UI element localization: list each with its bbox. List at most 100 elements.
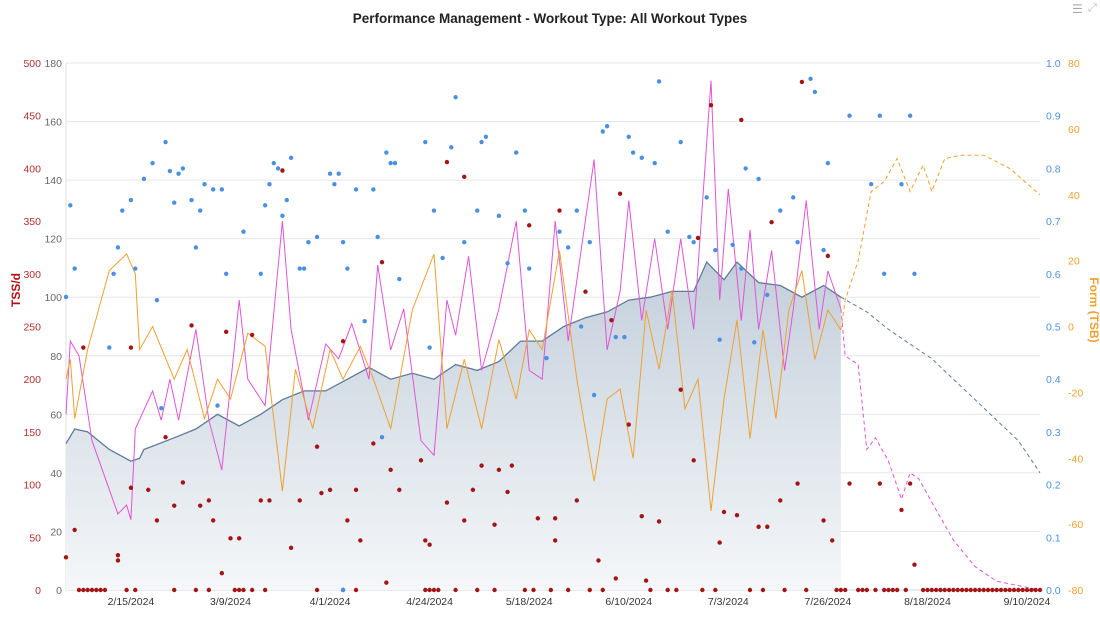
tss-d-point (873, 587, 878, 593)
tss-d-point (721, 509, 727, 515)
tss-axis-tick-label: 300 (23, 269, 41, 281)
intensity-factor-point (453, 95, 458, 100)
intensity-factor-point (752, 340, 757, 345)
hamburger-menu-icon[interactable]: ☰ (1072, 2, 1083, 16)
fitness-ctl-area (66, 262, 841, 590)
tss-d-point (799, 79, 805, 85)
intensity-factor-point (275, 166, 281, 171)
intensity-factor-point (271, 160, 276, 166)
tss-d-point (522, 587, 528, 593)
intensity-factor-point (340, 587, 346, 593)
intensity-factor-point (656, 79, 662, 84)
intensity-factor-point (899, 182, 904, 187)
intensity-factor-point (604, 124, 610, 129)
tss-axis-tick-label: 100 (23, 480, 41, 492)
axes-layer: 0501001502002503003504004505000204060801… (9, 58, 1100, 608)
fitness-axis-tick-label: 40 (50, 468, 62, 480)
intensity-axis-tick-label: 0.1 (1046, 532, 1061, 544)
tss-d-point (249, 332, 255, 338)
tss-d-point (535, 516, 541, 521)
intensity-factor-point (336, 171, 341, 176)
intensity-factor-point (210, 187, 216, 192)
intensity-axis-tick-label: 0.5 (1046, 322, 1061, 334)
intensity-factor-point (288, 155, 294, 161)
intensity-factor-point (63, 294, 69, 300)
tss-d-point (946, 587, 952, 593)
intensity-factor-point (423, 139, 428, 145)
tss-d-point (210, 518, 216, 523)
tss-d-point (371, 441, 376, 446)
tss-d-point (700, 587, 705, 593)
tss-d-point (1024, 587, 1030, 593)
intensity-factor-point (150, 160, 155, 166)
tss-d-point (695, 235, 701, 241)
intensity-factor-point (193, 245, 199, 250)
tss-d-point (81, 587, 86, 593)
intensity-factor-point (578, 324, 584, 329)
fitness-axis-tick-label: 180 (44, 58, 62, 70)
tss-d-point (384, 580, 389, 585)
x-axis-tick-label: 8/18/2024 (904, 596, 951, 608)
tss-d-point (795, 481, 800, 486)
tss-d-point (691, 458, 696, 463)
tss-d-point (531, 587, 536, 593)
tss-d-point (596, 558, 601, 563)
tss-d-point (552, 516, 558, 521)
intensity-factor-point (717, 337, 722, 342)
form-axis-tick-label: 40 (1068, 190, 1080, 202)
tss-d-point (475, 587, 480, 593)
intensity-factor-point (678, 139, 683, 145)
tss-d-point (998, 587, 1004, 593)
tss-d-point (674, 587, 679, 593)
tss-d-point (228, 536, 233, 541)
intensity-factor-point (622, 334, 627, 340)
tss-d-point (648, 587, 653, 593)
intensity-factor-point (431, 208, 437, 213)
intensity-factor-point (613, 334, 618, 340)
tss-d-point (821, 518, 826, 523)
tss-d-point (626, 422, 631, 427)
intensity-factor-point (262, 203, 268, 208)
intensity-factor-point (388, 160, 393, 166)
tss-d-point (656, 519, 662, 524)
tss-d-point (172, 503, 177, 508)
intensity-factor-point (180, 166, 186, 171)
intensity-factor-point (353, 187, 359, 192)
tss-axis-tick-label: 200 (23, 374, 41, 386)
intensity-factor-point (163, 139, 168, 145)
tss-d-point (236, 587, 242, 593)
form-axis-tick-label: 80 (1068, 58, 1080, 70)
intensity-factor-point (756, 176, 761, 182)
expand-icon[interactable]: ⤢ (1088, 2, 1097, 14)
tss-d-point (708, 102, 714, 108)
tss-d-point (133, 587, 138, 593)
intensity-factor-point (868, 182, 874, 187)
intensity-factor-point (812, 89, 818, 95)
intensity-factor-point (795, 239, 800, 245)
intensity-factor-point (544, 355, 549, 361)
tss-d-point (397, 487, 402, 493)
intensity-factor-point (72, 266, 77, 271)
intensity-factor-point (345, 266, 350, 271)
tss-d-point (587, 587, 592, 593)
intensity-axis-tick-label: 0.3 (1046, 427, 1061, 439)
tss-d-point (431, 587, 437, 593)
intensity-factor-point (587, 239, 592, 245)
intensity-factor-point (115, 245, 121, 250)
tss-d-point (1029, 587, 1034, 593)
tss-d-point (115, 558, 121, 563)
fitness-axis-tick-label: 20 (50, 526, 62, 538)
tss-d-point (665, 587, 670, 593)
intensity-axis-tick-label: 0.4 (1046, 374, 1061, 386)
tss-d-point (496, 467, 502, 473)
intensity-factor-point (68, 203, 73, 208)
tss-d-point (877, 481, 883, 486)
tss-d-point (955, 587, 960, 593)
intensity-factor-point (427, 345, 432, 350)
tss-d-point (241, 587, 246, 593)
tss-d-point (1016, 587, 1021, 593)
intensity-axis-tick-label: 1.0 (1046, 58, 1061, 70)
tss-d-point (98, 587, 103, 593)
tss-axis-tick-label: 500 (23, 58, 41, 70)
